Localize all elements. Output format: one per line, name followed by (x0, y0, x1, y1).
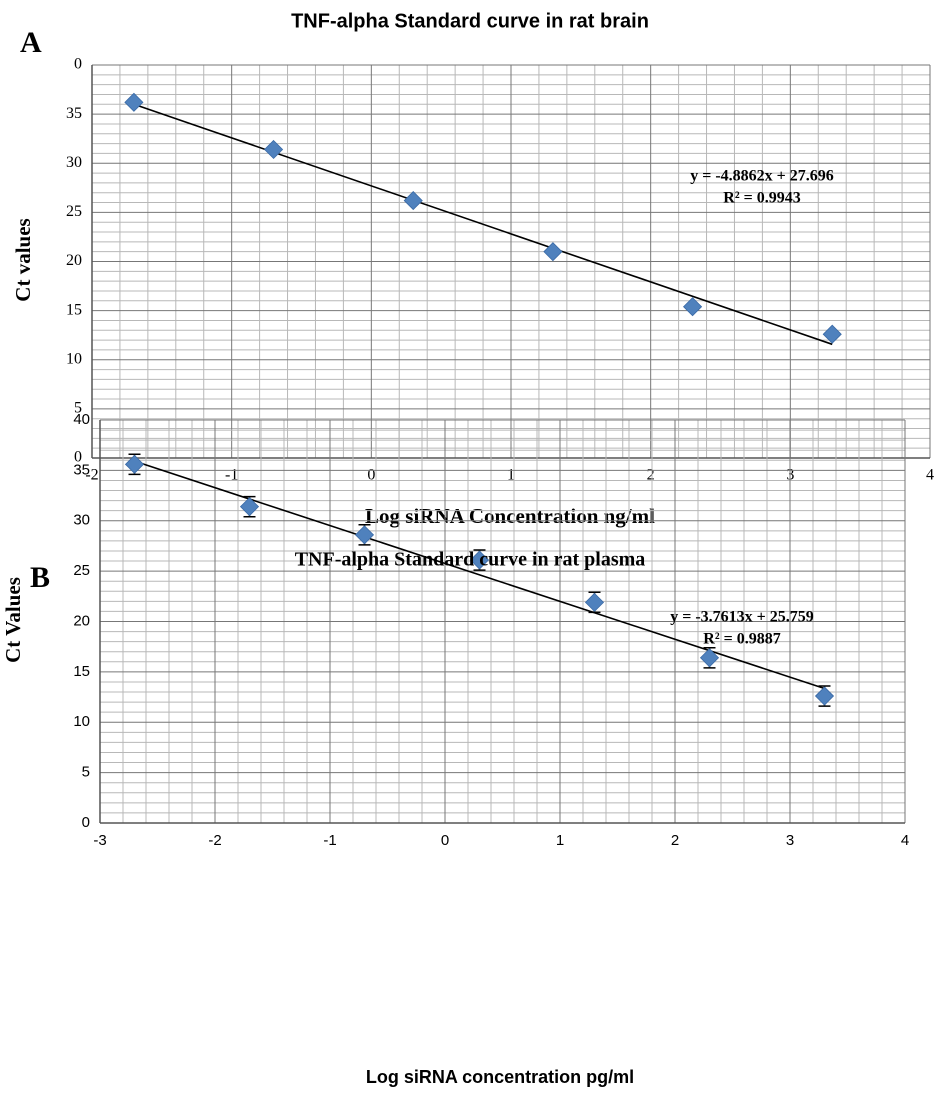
y-tick-label: 40 (73, 411, 90, 428)
y-tick-label: 5 (82, 764, 90, 781)
y-tick-label: 10 (66, 350, 82, 367)
y-axis-label: Ct Values (1, 577, 25, 663)
y-tick-label: 30 (73, 512, 90, 529)
data-point (239, 497, 260, 517)
y-tick-label: 15 (73, 663, 90, 680)
equation-label: R² = 0.9887 (703, 631, 780, 648)
y-tick-label: 0 (74, 449, 82, 466)
x-axis-label: Log siRNA Concentration ng/ml (365, 504, 655, 528)
x-axis-label: Log siRNA concentration pg/ml (366, 1067, 634, 1087)
x-tick-label: 3 (786, 832, 794, 849)
data-point (403, 191, 423, 211)
data-point (814, 686, 835, 706)
equation-label: y = -4.8862x + 27.696 (690, 168, 834, 185)
x-tick-label: 1 (556, 832, 564, 849)
chart-title: TNF-alpha Standard curve in rat brain (291, 10, 649, 32)
x-tick-label: -3 (93, 832, 106, 849)
y-tick-label: 35 (73, 461, 90, 478)
chart-title: TNF-alpha Standard curve in rat plasma (295, 549, 646, 571)
data-point (699, 648, 720, 668)
data-point (124, 454, 145, 474)
panel-label: A (20, 26, 42, 59)
x-tick-label: -2 (85, 467, 98, 484)
y-tick-label: 10 (73, 713, 90, 730)
x-tick-label: 4 (901, 832, 909, 849)
x-tick-label: -1 (323, 832, 336, 849)
y-tick-label: 25 (66, 203, 82, 220)
y-tick-label: 30 (66, 154, 82, 171)
x-tick-label: -1 (225, 467, 238, 484)
x-tick-label: 4 (926, 467, 934, 484)
data-point (469, 550, 490, 570)
x-tick-label: 2 (671, 832, 679, 849)
x-tick-label: 2 (647, 467, 655, 484)
y-tick-label: 25 (73, 562, 90, 579)
y-tick-label: 0 (82, 814, 90, 831)
data-point (354, 525, 375, 545)
y-tick-label: 15 (66, 301, 82, 318)
x-tick-label: 1 (507, 467, 515, 484)
x-tick-label: 0 (367, 467, 375, 484)
y-tick-label: 0 (74, 56, 82, 73)
data-point (822, 324, 842, 344)
x-tick-label: -2 (208, 832, 221, 849)
x-tick-label: 0 (441, 832, 449, 849)
y-tick-label: 20 (66, 252, 82, 269)
equation-label: y = -3.7613x + 25.759 (670, 609, 814, 626)
data-point (683, 297, 703, 317)
y-tick-label: 35 (66, 105, 82, 122)
data-point (124, 92, 144, 112)
panel-label: B (30, 561, 50, 594)
equation-label: R² = 0.9943 (723, 190, 800, 207)
trendline (133, 103, 833, 346)
y-axis-label: Ct values (11, 218, 35, 301)
y-tick-label: 5 (74, 400, 82, 417)
data-point (264, 139, 284, 160)
y-tick-label: 20 (73, 612, 90, 629)
data-point (584, 592, 605, 612)
data-point (543, 242, 563, 262)
